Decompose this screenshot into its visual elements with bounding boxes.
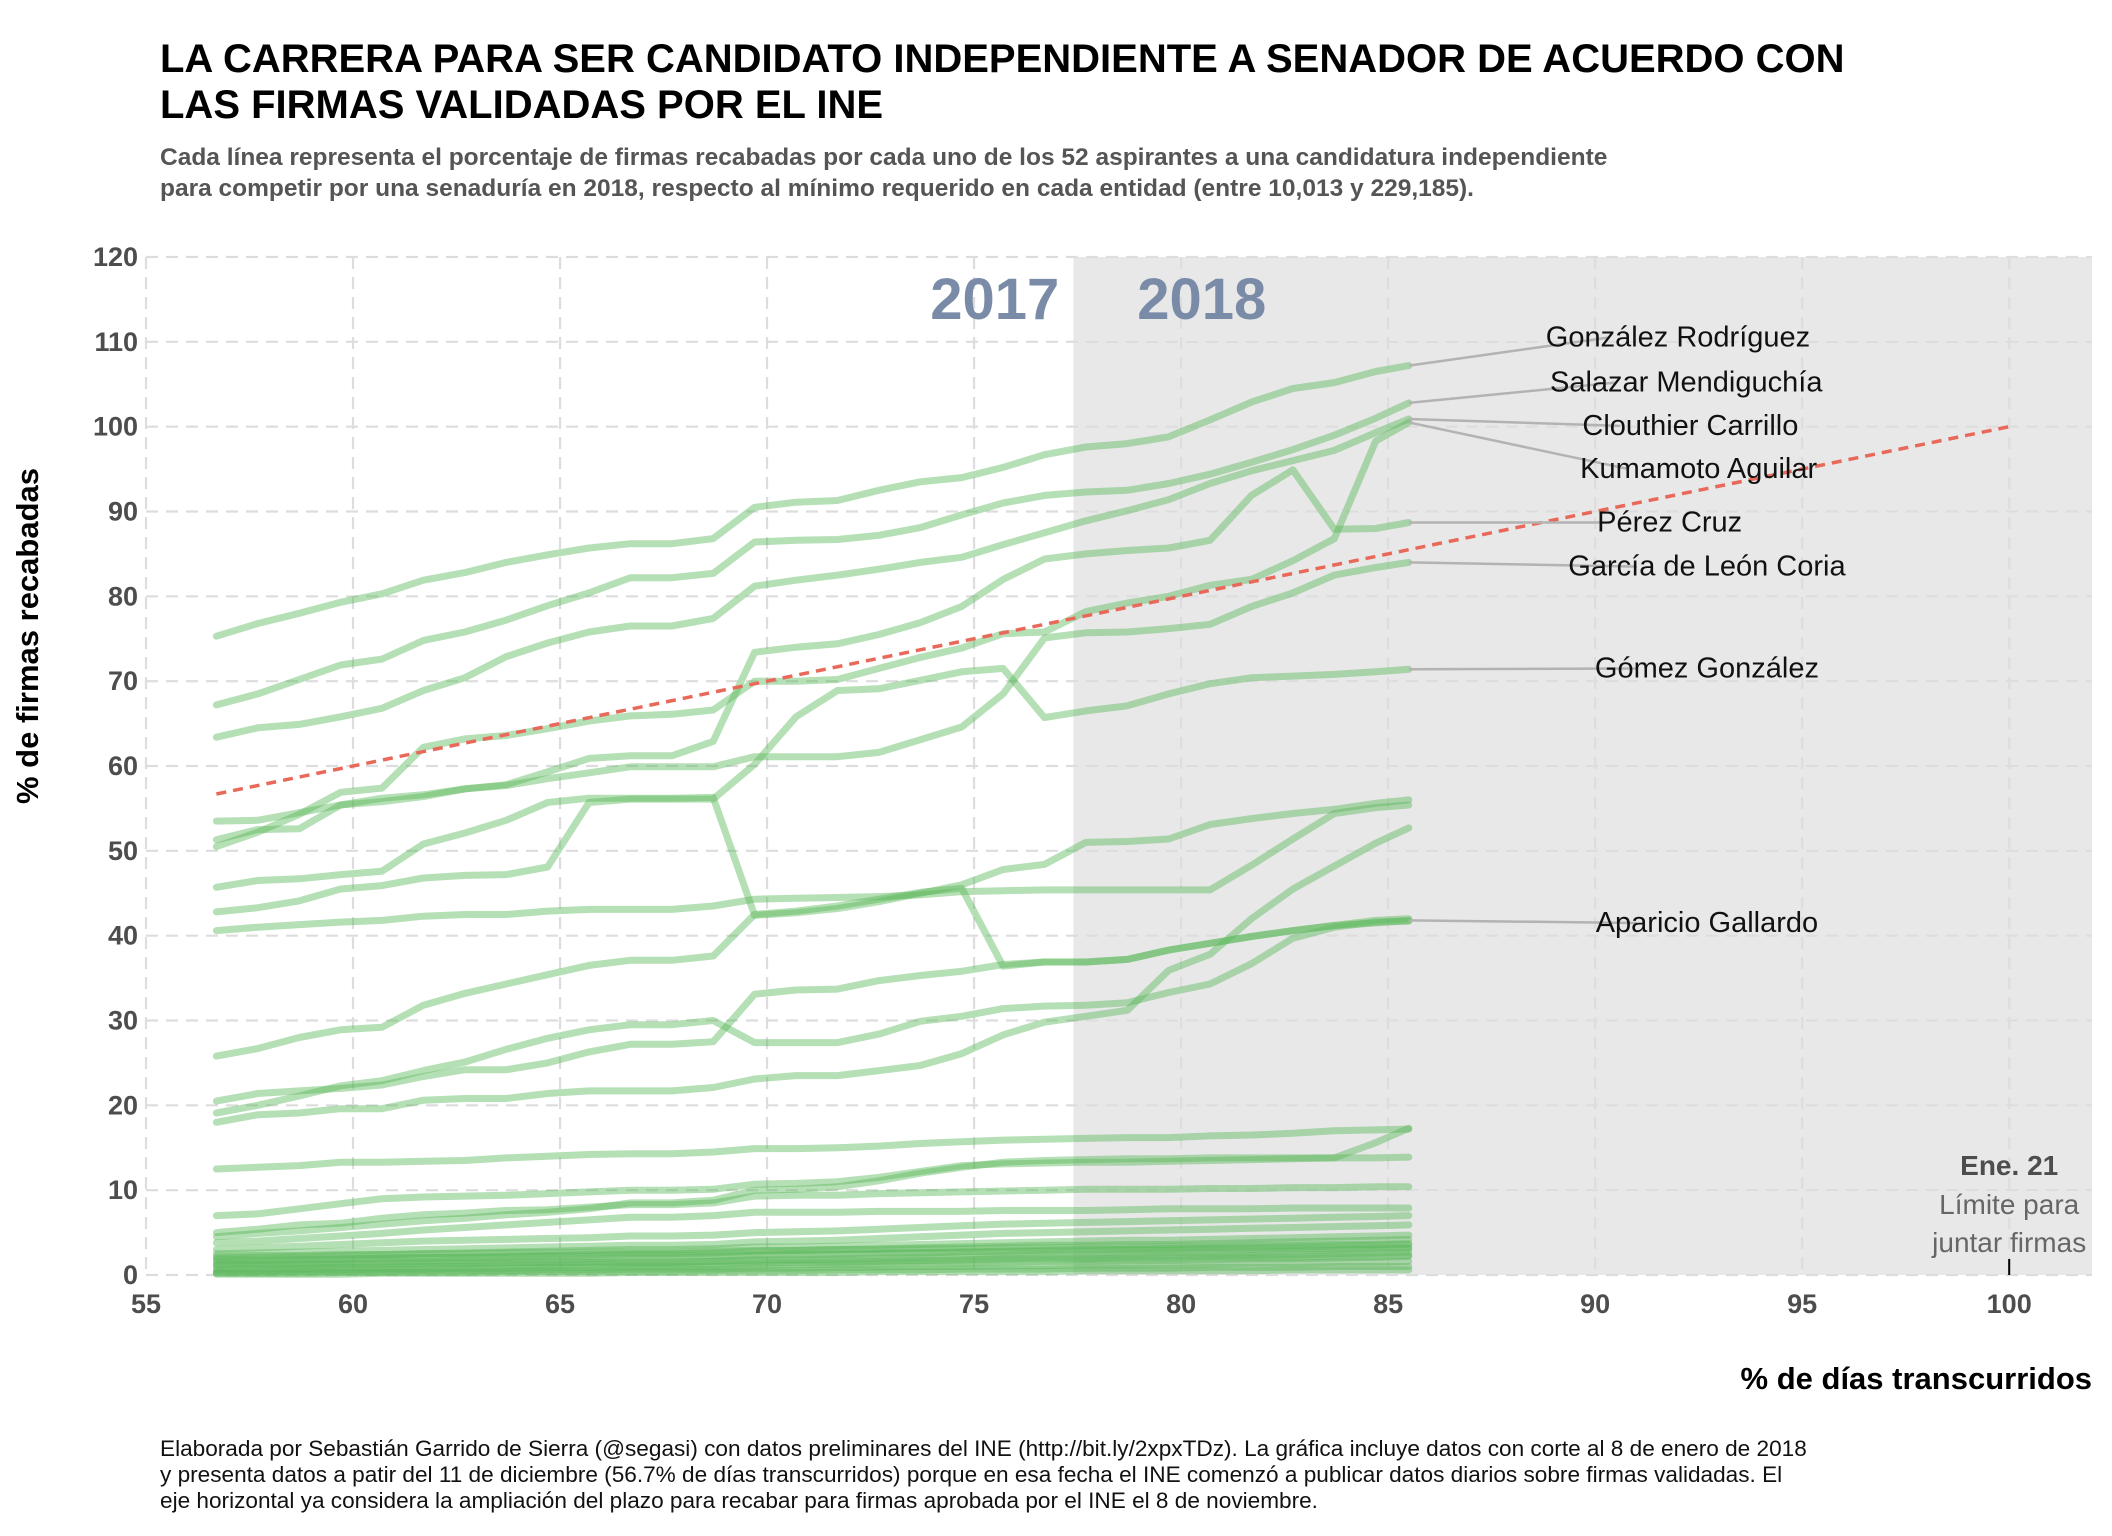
series-label: González Rodríguez — [1546, 322, 1810, 354]
series-line — [212, 1212, 1413, 1253]
series-line — [212, 399, 1413, 709]
label-leader-line — [1408, 919, 1637, 925]
line-chart: 2017 2018 González Rodríguez Salazar Mendi… — [10, 242, 2092, 1396]
x-tick-label: 95 — [1787, 1289, 1817, 1319]
series-line — [212, 1235, 1413, 1265]
series-line — [212, 1248, 1413, 1273]
series-line — [212, 1252, 1413, 1275]
x-tick-label: 70 — [752, 1289, 782, 1319]
x-tick-label: 55 — [131, 1289, 161, 1319]
series-line — [212, 415, 1413, 741]
caption-line-2: y presenta datos a patir del 11 de dicie… — [160, 1462, 1783, 1487]
series-line — [212, 793, 1413, 919]
x-tick-label: 90 — [1580, 1289, 1610, 1319]
chart-subtitle: Cada línea representa el porcentaje de f… — [160, 142, 2060, 204]
y-tick-label: 80 — [108, 581, 138, 611]
series-line — [212, 1241, 1413, 1268]
series-line — [212, 801, 1413, 935]
series-line — [212, 824, 1413, 1126]
series-line — [212, 1245, 1413, 1270]
y-tick-label: 30 — [108, 1006, 138, 1036]
series-line — [212, 362, 1413, 640]
year-labels: 2017 2018 — [930, 267, 1266, 332]
label-leader-line — [1408, 417, 1621, 428]
series-line — [212, 1124, 1413, 1220]
series-label: Gómez González — [1595, 652, 1819, 684]
y-tick-label: 70 — [108, 666, 138, 696]
series-label: Pérez Cruz — [1597, 507, 1742, 539]
y-axis-label: % de firmas recabadas — [10, 468, 45, 804]
series-line — [212, 1263, 1413, 1277]
x-tick-label: 60 — [338, 1289, 368, 1319]
series-line — [212, 917, 1413, 1117]
label-leader-line — [1408, 336, 1609, 367]
y-tick-label: 110 — [94, 327, 138, 357]
title-line-2: LAS FIRMAS VALIDADAS POR EL INE — [160, 83, 884, 127]
title-line-1: LA CARRERA PARA SER CANDIDATO INDEPENDIE… — [160, 37, 1845, 81]
caption-line-1: Elaborada por Sebastián Garrido de Sierr… — [160, 1436, 1807, 1461]
series-line — [212, 1204, 1413, 1247]
year-label: 2018 — [1137, 267, 1266, 332]
series-line — [212, 1244, 1413, 1264]
x-tick-label: 65 — [545, 1289, 575, 1319]
x-tick-label: 80 — [1166, 1289, 1196, 1319]
y-tick-label: 50 — [108, 836, 138, 866]
year-label: 2017 — [930, 267, 1059, 332]
label-leader-line — [1408, 421, 1629, 471]
series-line — [212, 1266, 1413, 1278]
series-line — [212, 558, 1413, 844]
series-label: Salazar Mendiguchía — [1550, 367, 1823, 399]
label-leader-line — [1408, 667, 1637, 671]
x-tick-label: 75 — [959, 1289, 989, 1319]
x-tick-label: 85 — [1373, 1289, 1403, 1319]
y-tick-label: 60 — [108, 751, 138, 781]
label-leader-line — [1408, 561, 1637, 568]
y-tick-label: 0 — [123, 1260, 138, 1290]
series-label: Clouthier Carrillo — [1582, 410, 1798, 442]
series-label: Aparicio Gallardo — [1596, 907, 1818, 939]
series-line — [212, 1252, 1413, 1269]
y-tick-label: 20 — [108, 1090, 138, 1120]
series-line — [212, 1257, 1413, 1276]
series-line — [212, 1231, 1413, 1262]
y-tick-label: 10 — [108, 1175, 138, 1205]
series-lines — [212, 362, 1413, 1278]
source-caption: Elaborada por Sebastián Garrido de Sierr… — [160, 1436, 2080, 1514]
x-axis-label: % de días transcurridos — [1741, 1361, 2092, 1396]
label-leader-line — [1408, 381, 1617, 405]
deadline-annotation: Ene. 21 Límite para juntar firmas — [1931, 1150, 2086, 1275]
series-label: Kumamoto Aguilar — [1580, 453, 1817, 485]
series-line — [212, 1125, 1413, 1173]
series-line — [212, 884, 1413, 1060]
deadline-date: Ene. 21 — [1960, 1150, 2058, 1181]
series-label: García de León Coria — [1568, 551, 1846, 583]
x-tick-label: 100 — [1987, 1289, 2032, 1319]
deadline-text-line-1: Límite para — [1939, 1189, 2079, 1220]
deadline-text-line-2: juntar firmas — [1931, 1227, 2086, 1258]
series-line — [212, 1183, 1413, 1237]
series-line — [212, 916, 1413, 1105]
subtitle-line-1: Cada línea representa el porcentaje de f… — [160, 144, 1608, 171]
series-line — [212, 1221, 1413, 1258]
y-tick-label: 100 — [93, 412, 138, 442]
x-axis-ticks: 55 60 65 70 75 80 85 90 95 100 — [131, 1289, 2032, 1319]
subtitle-line-2: para competir por una senaduría en 2018,… — [160, 175, 1474, 202]
chart-title: LA CARRERA PARA SER CANDIDATO INDEPENDIE… — [160, 36, 2060, 128]
caption-line-3: eje horizontal ya considera la ampliació… — [160, 1488, 1318, 1513]
series-line — [212, 1153, 1413, 1241]
series-line — [212, 466, 1413, 825]
series-line — [212, 664, 1413, 916]
y-axis-ticks: 0 10 20 30 40 50 60 70 80 90 100 110 120 — [93, 242, 138, 1290]
label-leaders: González Rodríguez Salazar Mendiguchía Clo… — [1408, 322, 1846, 939]
y-tick-label: 120 — [93, 242, 138, 272]
y-tick-label: 90 — [108, 497, 138, 527]
y-tick-label: 40 — [108, 921, 138, 951]
grid-lines — [144, 255, 2092, 1277]
year-2018-shaded-region — [1073, 257, 2092, 1275]
series-line — [212, 1240, 1413, 1260]
